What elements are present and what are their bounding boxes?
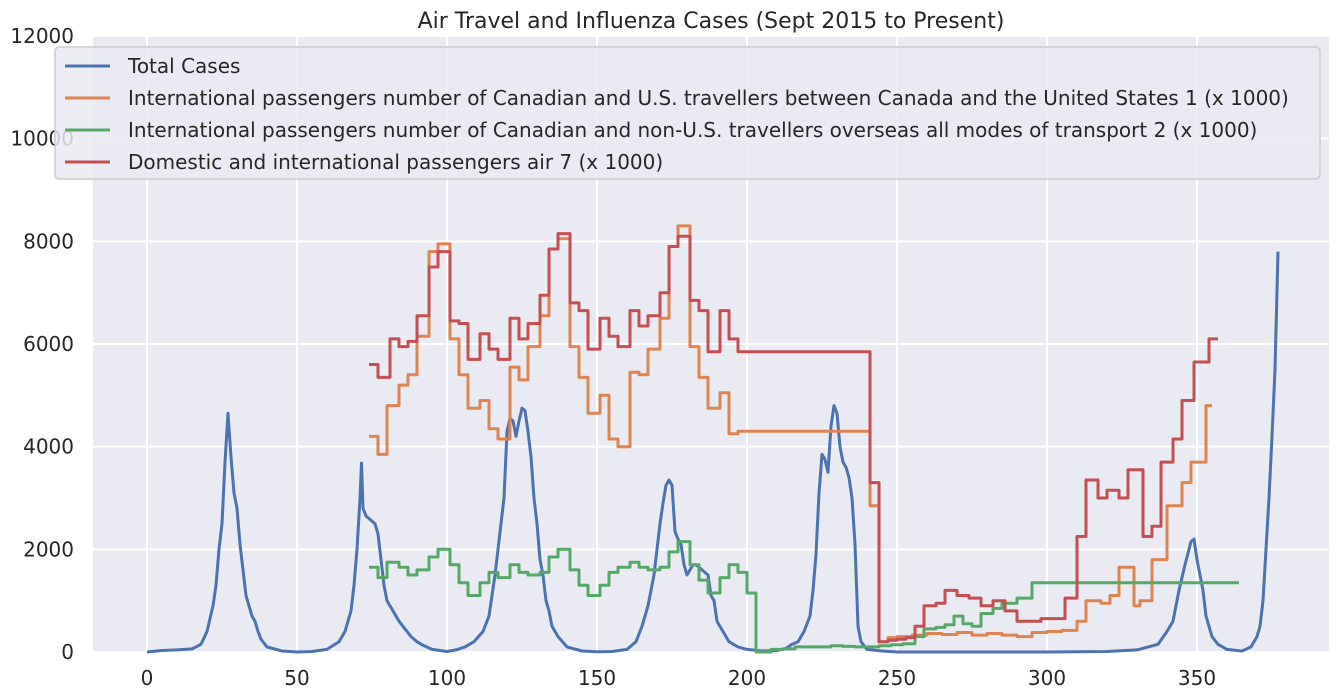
x-tick-label: 0 (141, 666, 154, 690)
y-tick-label: 4000 (23, 435, 74, 459)
legend: Total Cases International passengers numb… (54, 46, 1321, 180)
chart-title: Air Travel and Influenza Cases (Sept 201… (418, 9, 1005, 34)
legend-label-0: Total Cases (127, 54, 240, 78)
y-tick-label: 8000 (23, 229, 74, 253)
y-tick-label: 0 (61, 640, 74, 664)
x-tick-label: 250 (878, 666, 916, 690)
series-line-1 (369, 224, 1212, 644)
legend-label-2: International passengers number of Canad… (128, 118, 1257, 142)
x-axis-ticks: 0 50 100 150 200 250 300 350 (141, 666, 1216, 690)
y-tick-label: 12000 (10, 24, 74, 48)
x-tick-label: 200 (728, 666, 766, 690)
series-line-2 (369, 540, 1239, 654)
series-line-3 (369, 232, 1218, 644)
y-tick-label: 6000 (23, 332, 74, 356)
series-group (146, 224, 1280, 654)
legend-label-1: International passengers number of Canad… (128, 86, 1289, 110)
legend-frame (54, 46, 1321, 180)
series-line-0 (146, 251, 1280, 654)
x-tick-label: 350 (1178, 666, 1216, 690)
x-tick-label: 150 (578, 666, 616, 690)
x-tick-label: 100 (428, 666, 466, 690)
x-tick-label: 50 (284, 666, 309, 690)
y-tick-label: 2000 (23, 537, 74, 561)
x-tick-label: 300 (1028, 666, 1066, 690)
legend-label-3: Domestic and international passengers ai… (128, 150, 663, 174)
